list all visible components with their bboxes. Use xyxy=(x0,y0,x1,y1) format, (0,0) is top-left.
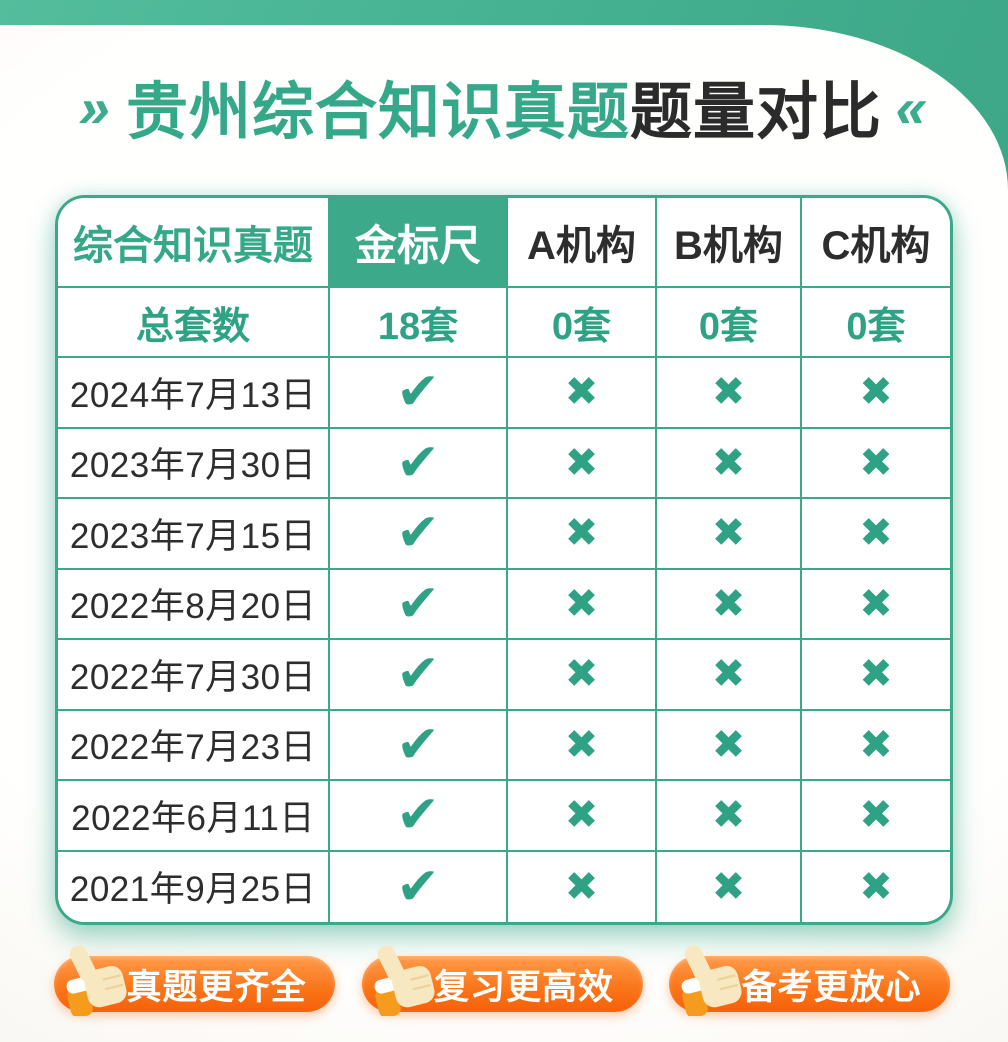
cross-cell: ✖ xyxy=(508,640,657,711)
left-guillemet-icon: » xyxy=(73,76,119,139)
date-cell: 2022年8月20日 xyxy=(58,569,330,640)
summary-value-cell: 18套 xyxy=(330,288,508,358)
check-icon: ✔ xyxy=(396,504,440,563)
check-cell: ✔ xyxy=(330,428,508,499)
cross-icon: ✖ xyxy=(564,440,599,485)
cross-cell: ✖ xyxy=(508,851,657,922)
cross-icon: ✖ xyxy=(564,652,599,697)
thumbs-up-icon xyxy=(66,945,127,1016)
check-cell: ✔ xyxy=(330,640,508,711)
cross-icon: ✖ xyxy=(564,722,599,767)
summary-label-cell: 总套数 xyxy=(58,288,330,358)
cross-icon: ✖ xyxy=(859,581,893,626)
badge-label: 备考更放心 xyxy=(741,967,922,1007)
cross-cell: ✖ xyxy=(802,428,950,499)
cross-icon: ✖ xyxy=(859,511,893,556)
cross-icon: ✖ xyxy=(711,511,746,556)
cross-icon: ✖ xyxy=(859,793,893,838)
date-cell: 2022年7月23日 xyxy=(58,710,330,781)
check-icon: ✔ xyxy=(396,433,440,492)
cross-cell: ✖ xyxy=(802,640,950,711)
date-cell: 2024年7月13日 xyxy=(58,358,330,429)
cross-icon: ✖ xyxy=(859,370,893,415)
title-rest: 题量对比 xyxy=(630,78,883,147)
cross-cell: ✖ xyxy=(802,710,950,781)
cross-icon: ✖ xyxy=(859,440,893,485)
cross-icon: ✖ xyxy=(564,793,599,838)
cross-icon: ✖ xyxy=(711,581,746,626)
date-cell: 2023年7月15日 xyxy=(58,499,330,570)
title-highlight: 贵州综合知识真题 xyxy=(125,78,630,147)
cross-icon: ✖ xyxy=(564,511,599,556)
cross-icon: ✖ xyxy=(711,370,746,415)
header-cell: C机构 xyxy=(802,198,950,288)
cross-icon: ✖ xyxy=(859,652,893,697)
cross-cell: ✖ xyxy=(508,781,657,852)
summary-value-cell: 0套 xyxy=(657,288,802,358)
badge-label: 复习更高效 xyxy=(433,967,614,1007)
badge-complete[interactable]: 真题更齐全 xyxy=(54,945,335,1016)
check-cell: ✔ xyxy=(330,781,508,852)
cross-cell: ✖ xyxy=(657,640,802,711)
summary-value-cell: 0套 xyxy=(508,288,657,358)
cross-cell: ✖ xyxy=(508,710,657,781)
cross-cell: ✖ xyxy=(802,499,950,570)
cross-cell: ✖ xyxy=(802,851,950,922)
header-cell: B机构 xyxy=(657,198,802,288)
check-cell: ✔ xyxy=(330,851,508,922)
badge-label: 真题更齐全 xyxy=(126,967,307,1007)
cross-icon: ✖ xyxy=(859,722,893,767)
cross-icon: ✖ xyxy=(711,652,746,697)
cross-icon: ✖ xyxy=(564,370,599,415)
check-icon: ✔ xyxy=(396,363,440,422)
cross-cell: ✖ xyxy=(657,781,802,852)
check-icon: ✔ xyxy=(396,715,440,774)
check-icon: ✔ xyxy=(396,645,440,704)
cross-icon: ✖ xyxy=(564,581,599,626)
cross-cell: ✖ xyxy=(508,428,657,499)
cross-cell: ✖ xyxy=(802,569,950,640)
comparison-table: 综合知识真题 金标尺 A机构 B机构 C机构 总套数 18套 0套 0套 0套 2024年7月13日… xyxy=(55,195,953,925)
cross-cell: ✖ xyxy=(657,428,802,499)
cross-cell: ✖ xyxy=(657,710,802,781)
check-cell: ✔ xyxy=(330,710,508,781)
check-icon: ✔ xyxy=(396,857,440,916)
check-cell: ✔ xyxy=(330,569,508,640)
cross-icon: ✖ xyxy=(711,722,746,767)
cross-icon: ✖ xyxy=(711,864,746,909)
cross-icon: ✖ xyxy=(711,440,746,485)
page-title: » 贵州综合知识真题题量对比 « xyxy=(0,76,1008,147)
badge-efficient[interactable]: 复习更高效 xyxy=(361,945,643,1016)
thumbs-up-icon xyxy=(681,945,742,1016)
check-cell: ✔ xyxy=(330,358,508,429)
header-cell: 金标尺 xyxy=(330,198,508,288)
check-icon: ✔ xyxy=(396,574,440,633)
cross-icon: ✖ xyxy=(711,793,746,838)
right-guillemet-icon: « xyxy=(889,76,935,139)
cross-cell: ✖ xyxy=(508,499,657,570)
cross-icon: ✖ xyxy=(564,864,599,909)
header-cell: A机构 xyxy=(508,198,657,288)
cross-cell: ✖ xyxy=(657,499,802,570)
cross-cell: ✖ xyxy=(657,358,802,429)
badges-row: 真题更齐全 复习更高效 备考更放心 xyxy=(54,945,950,1016)
cross-cell: ✖ xyxy=(508,569,657,640)
check-icon: ✔ xyxy=(396,786,440,845)
cross-icon: ✖ xyxy=(859,864,893,909)
cross-cell: ✖ xyxy=(802,358,950,429)
date-cell: 2022年7月30日 xyxy=(58,640,330,711)
table-title-cell: 综合知识真题 xyxy=(58,198,330,288)
date-cell: 2022年6月11日 xyxy=(58,781,330,852)
thumbs-up-icon xyxy=(374,945,435,1016)
cross-cell: ✖ xyxy=(657,851,802,922)
badge-reassuring[interactable]: 备考更放心 xyxy=(669,945,950,1016)
summary-value-cell: 0套 xyxy=(802,288,950,358)
cross-cell: ✖ xyxy=(802,781,950,852)
date-cell: 2021年9月25日 xyxy=(58,851,330,922)
cross-cell: ✖ xyxy=(508,358,657,429)
date-cell: 2023年7月30日 xyxy=(58,428,330,499)
cross-cell: ✖ xyxy=(657,569,802,640)
check-cell: ✔ xyxy=(330,499,508,570)
